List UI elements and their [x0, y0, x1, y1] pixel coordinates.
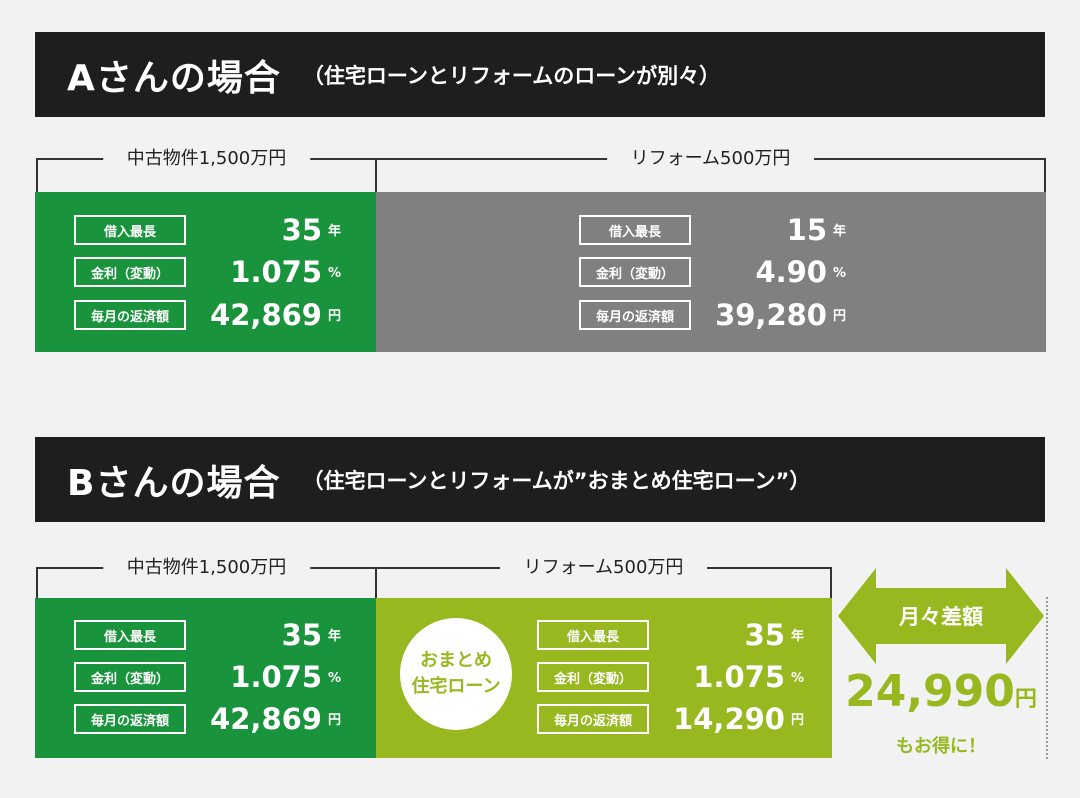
interest-rate-row: 金利（変動） 1.075 %	[74, 257, 350, 287]
loan-term-value: 15	[786, 213, 827, 247]
interest-rate-unit: %	[328, 671, 342, 686]
case-a-title: Aさんの場合	[67, 57, 281, 99]
interest-rate-value: 1.075	[230, 255, 322, 289]
interest-rate-label: 金利（変動）	[579, 257, 691, 287]
loan-term-unit: 年	[328, 224, 342, 239]
badge-line1: おまとめ	[420, 650, 492, 671]
interest-rate-label: 金利（変動）	[537, 662, 649, 692]
monthly-payment-row: 毎月の返済額 14,290 円	[537, 704, 813, 734]
monthly-payment-row: 毎月の返済額 42,869 円	[74, 300, 350, 330]
case-a-reform-label: リフォーム500万円	[606, 147, 815, 171]
interest-rate-unit: %	[328, 266, 342, 281]
interest-rate-value: 1.075	[230, 660, 322, 694]
case-b-property-label: 中古物件1,500万円	[102, 556, 311, 580]
case-b-title: Bさんの場合	[67, 462, 281, 504]
loan-term-label: 借入最長	[579, 215, 691, 245]
monthly-difference-label: 月々差額	[899, 605, 983, 629]
double-arrow-icon	[838, 568, 1044, 664]
monthly-difference-unit: 円	[1014, 687, 1037, 712]
interest-rate-label: 金利（変動）	[74, 257, 186, 287]
interest-rate-row: 金利（変動） 1.075 %	[537, 662, 813, 692]
case-b-reform-bracket: リフォーム500万円	[375, 556, 832, 601]
case-a-property-panel: 借入最長 35 年 金利（変動） 1.075 % 毎月の返済額 42,869 円	[35, 192, 376, 352]
bundled-loan-badge: おまとめ 住宅ローン	[400, 618, 512, 730]
case-a-banner: Aさんの場合 （住宅ローンとリフォームのローンが別々）	[35, 32, 1045, 117]
badge-line2: 住宅ローン	[411, 676, 501, 697]
case-b-property-bracket: 中古物件1,500万円	[36, 556, 377, 601]
case-a-property-label: 中古物件1,500万円	[102, 147, 311, 171]
loan-term-label: 借入最長	[537, 620, 649, 650]
monthly-payment-row: 毎月の返済額 42,869 円	[74, 704, 350, 734]
monthly-payment-unit: 円	[833, 309, 847, 324]
loan-term-row: 借入最長 15 年	[579, 215, 855, 245]
case-a-reform-bracket: リフォーム500万円	[375, 147, 1046, 192]
monthly-difference-amount: 24,990円	[838, 666, 1044, 717]
loan-term-label: 借入最長	[74, 215, 186, 245]
loan-term-unit: 年	[328, 629, 342, 644]
interest-rate-label: 金利（変動）	[74, 662, 186, 692]
loan-term-unit: 年	[833, 224, 847, 239]
loan-term-row: 借入最長 35 年	[74, 620, 350, 650]
interest-rate-unit: %	[791, 671, 805, 686]
case-b-subtitle: （住宅ローンとリフォームが”おまとめ住宅ローン”）	[302, 468, 811, 493]
case-a-property-bracket: 中古物件1,500万円	[36, 147, 377, 192]
case-b-property-panel: 借入最長 35 年 金利（変動） 1.075 % 毎月の返済額 42,869 円	[35, 598, 376, 758]
case-a-reform-panel: 借入最長 15 年 金利（変動） 4.90 % 毎月の返済額 39,280 円	[376, 192, 1046, 352]
monthly-payment-unit: 円	[328, 309, 342, 324]
loan-term-row: 借入最長 35 年	[74, 215, 350, 245]
monthly-payment-label: 毎月の返済額	[537, 704, 649, 734]
monthly-payment-label: 毎月の返済額	[74, 300, 186, 330]
monthly-payment-value: 39,280	[715, 298, 827, 332]
interest-rate-unit: %	[833, 266, 847, 281]
case-a-subtitle: （住宅ローンとリフォームのローンが別々）	[302, 63, 721, 88]
loan-term-unit: 年	[791, 629, 805, 644]
case-b-reform-label: リフォーム500万円	[499, 556, 708, 580]
loan-term-row: 借入最長 35 年	[537, 620, 813, 650]
loan-term-value: 35	[281, 213, 322, 247]
monthly-difference-value: 24,990	[845, 666, 1015, 717]
monthly-payment-value: 42,869	[210, 702, 322, 736]
interest-rate-row: 金利（変動） 4.90 %	[579, 257, 855, 287]
monthly-payment-value: 14,290	[673, 702, 785, 736]
monthly-payment-row: 毎月の返済額 39,280 円	[579, 300, 855, 330]
loan-term-value: 35	[281, 618, 322, 652]
monthly-payment-unit: 円	[791, 713, 805, 728]
loan-term-value: 35	[744, 618, 785, 652]
loan-term-label: 借入最長	[74, 620, 186, 650]
interest-rate-value: 4.90	[755, 255, 827, 289]
monthly-payment-label: 毎月の返済額	[74, 704, 186, 734]
interest-rate-value: 1.075	[693, 660, 785, 694]
monthly-payment-value: 42,869	[210, 298, 322, 332]
monthly-payment-label: 毎月の返済額	[579, 300, 691, 330]
interest-rate-row: 金利（変動） 1.075 %	[74, 662, 350, 692]
case-b-banner: Bさんの場合 （住宅ローンとリフォームが”おまとめ住宅ローン”）	[35, 437, 1045, 522]
dotted-divider	[1046, 597, 1048, 759]
monthly-difference-arrow: 月々差額	[838, 568, 1044, 664]
monthly-payment-unit: 円	[328, 713, 342, 728]
savings-note: もお得に！	[896, 736, 986, 757]
